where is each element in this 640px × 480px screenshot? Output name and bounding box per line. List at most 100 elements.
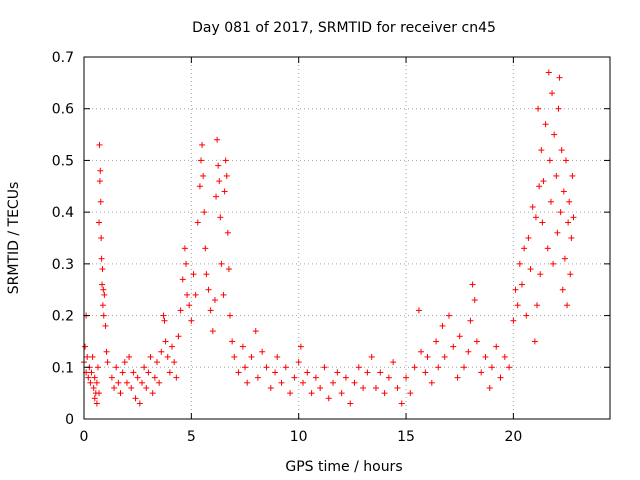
data-point [203, 271, 210, 278]
data-point [85, 374, 92, 381]
data-point [153, 359, 160, 366]
data-point [225, 266, 232, 273]
data-point [424, 353, 431, 360]
data-point [196, 183, 203, 190]
data-point [330, 379, 337, 386]
data-point [537, 271, 544, 278]
data-point [478, 369, 485, 376]
data-point [542, 121, 549, 128]
data-point [216, 178, 223, 185]
data-point [121, 359, 128, 366]
data-point [186, 302, 193, 309]
data-point [454, 374, 461, 381]
data-point [202, 245, 209, 252]
data-point [162, 338, 169, 345]
data-point [220, 291, 227, 298]
data-point [321, 364, 328, 371]
data-point [166, 369, 173, 376]
data-point [156, 379, 163, 386]
data-point [263, 364, 270, 371]
data-point [441, 353, 448, 360]
data-point [134, 374, 141, 381]
data-point [471, 297, 478, 304]
data-point [113, 364, 120, 371]
data-point [149, 390, 156, 397]
data-point [248, 353, 255, 360]
data-point [259, 348, 266, 355]
data-point [433, 338, 440, 345]
data-point [235, 369, 242, 376]
data-point [486, 384, 493, 391]
grid-lines [84, 57, 610, 419]
data-point [229, 338, 236, 345]
data-point [510, 317, 517, 324]
data-point [93, 379, 100, 386]
y-axis-label: SRMTID / TECUs [6, 182, 22, 295]
data-point [304, 369, 311, 376]
data-point [99, 302, 106, 309]
data-point [561, 255, 568, 262]
data-point [226, 312, 233, 319]
data-point [209, 328, 216, 335]
data-point [207, 307, 214, 314]
data-point [297, 343, 304, 350]
data-point [549, 90, 556, 97]
data-point [188, 317, 195, 324]
data-point [334, 369, 341, 376]
data-point [377, 369, 384, 376]
data-point [557, 209, 564, 216]
data-point [439, 322, 446, 329]
data-point [295, 359, 302, 366]
data-point [111, 384, 118, 391]
data-point [445, 312, 452, 319]
data-point [87, 379, 94, 386]
data-point [535, 105, 542, 112]
y-tick-label: 0.5 [52, 153, 74, 169]
data-point [342, 374, 349, 381]
data-point [89, 353, 96, 360]
data-point [497, 374, 504, 381]
data-point [553, 172, 560, 179]
data-point [205, 286, 212, 293]
data-point [175, 333, 182, 340]
data-point [239, 343, 246, 350]
data-point [351, 379, 358, 386]
data-point [372, 384, 379, 391]
data-point [558, 147, 565, 154]
data-point [101, 291, 108, 298]
data-point [435, 364, 442, 371]
data-point [469, 281, 476, 288]
data-point [130, 369, 137, 376]
y-tick-label: 0.2 [52, 309, 74, 325]
data-point [88, 369, 95, 376]
data-point [96, 219, 103, 226]
data-point [181, 245, 188, 252]
data-point [94, 364, 101, 371]
data-point [325, 395, 332, 402]
data-point [211, 297, 218, 304]
data-point [213, 193, 220, 200]
data-point [194, 219, 201, 226]
data-point [308, 390, 315, 397]
data-point [501, 353, 508, 360]
data-point [201, 209, 208, 216]
data-point [407, 390, 414, 397]
data-point [179, 276, 186, 283]
data-point [568, 235, 575, 241]
x-tick-label: 5 [187, 429, 196, 445]
data-point [518, 281, 525, 288]
data-point [488, 364, 495, 371]
data-point [182, 260, 189, 267]
data-point [540, 178, 547, 185]
data-point [546, 157, 553, 164]
data-point [99, 281, 106, 288]
data-point [545, 69, 552, 76]
data-point [82, 343, 89, 350]
data-point [536, 183, 543, 190]
data-point [554, 229, 561, 236]
data-point [93, 400, 100, 407]
data-points [81, 69, 577, 407]
data-point [461, 364, 468, 371]
data-point [360, 384, 367, 391]
data-point [539, 219, 546, 226]
